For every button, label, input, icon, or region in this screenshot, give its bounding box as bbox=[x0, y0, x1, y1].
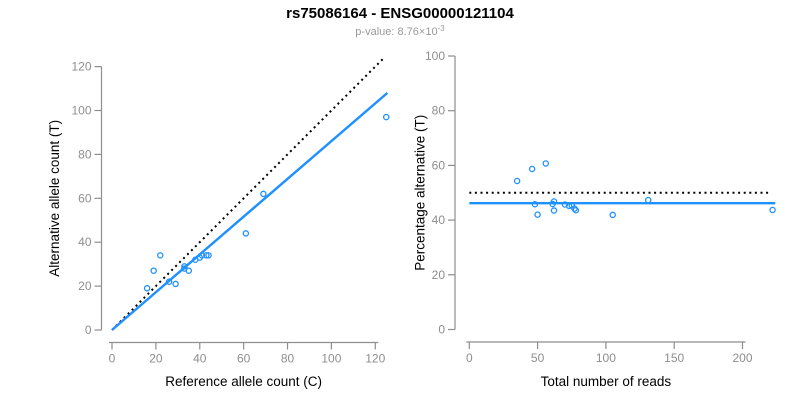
data-point bbox=[513, 177, 521, 185]
y-axis-title: Percentage alternative (T) bbox=[413, 115, 428, 271]
identity-line bbox=[111, 57, 385, 331]
data-point bbox=[769, 206, 776, 214]
x-tick-label: 80 bbox=[281, 352, 295, 366]
data-point bbox=[565, 202, 573, 210]
x-tick-label: 200 bbox=[732, 351, 752, 365]
data-point bbox=[165, 278, 173, 285]
y-tick-label: 40 bbox=[78, 235, 92, 249]
p-value-subtitle: p-value: 8.76×10-3 bbox=[0, 24, 800, 38]
x-tick-label: 120 bbox=[365, 352, 385, 366]
y-tick-label: 100 bbox=[71, 104, 91, 118]
y-tick-label: 100 bbox=[425, 49, 445, 63]
data-point bbox=[203, 252, 210, 259]
data-point bbox=[205, 252, 212, 259]
x-tick-label: 100 bbox=[596, 351, 616, 365]
data-point bbox=[172, 280, 179, 288]
x-tick-label: 50 bbox=[531, 351, 545, 365]
data-point bbox=[181, 263, 188, 270]
data-point bbox=[382, 113, 390, 121]
y-tick-label: 60 bbox=[78, 191, 92, 205]
x-tick-label: 60 bbox=[237, 352, 251, 366]
data-point bbox=[143, 285, 151, 292]
y-tick-label: 80 bbox=[78, 147, 92, 161]
y-tick-label: 0 bbox=[85, 323, 92, 337]
x-tick-label: 150 bbox=[664, 351, 684, 365]
data-point bbox=[185, 267, 193, 274]
data-point bbox=[528, 165, 536, 173]
x-tick-label: 0 bbox=[109, 352, 116, 366]
p-value-exponent: -3 bbox=[437, 24, 445, 33]
data-point bbox=[260, 190, 267, 198]
x-tick-label: 40 bbox=[193, 352, 207, 366]
data-point bbox=[150, 267, 157, 274]
data-point bbox=[198, 252, 206, 259]
data-point bbox=[534, 211, 541, 218]
data-point bbox=[561, 201, 569, 208]
fit-line bbox=[111, 92, 389, 331]
figure-title: rs75086164 - ENSG00000121104 bbox=[286, 5, 514, 22]
x-tick-label: 100 bbox=[321, 352, 341, 366]
data-point bbox=[531, 200, 539, 208]
y-tick-label: 20 bbox=[78, 279, 92, 293]
y-tick-label: 0 bbox=[438, 323, 445, 337]
data-point bbox=[644, 196, 652, 204]
data-point bbox=[609, 211, 616, 219]
data-point bbox=[550, 207, 558, 214]
x-axis-title: Reference allele count (C) bbox=[165, 374, 322, 389]
x-tick-label: 20 bbox=[149, 352, 163, 366]
data-point bbox=[157, 252, 164, 259]
data-point bbox=[242, 230, 250, 237]
y-axis-title: Alternative allele count (T) bbox=[47, 120, 62, 277]
data-point bbox=[550, 198, 558, 205]
y-tick-label: 60 bbox=[432, 158, 446, 172]
x-tick-label: 0 bbox=[466, 351, 473, 365]
data-point bbox=[572, 207, 580, 214]
y-tick-label: 120 bbox=[71, 60, 91, 74]
x-axis-title: Total number of reads bbox=[541, 374, 672, 389]
p-value-text: p-value: 8.76×10 bbox=[355, 26, 438, 38]
y-tick-label: 80 bbox=[432, 104, 446, 118]
y-tick-label: 20 bbox=[432, 268, 446, 282]
data-point bbox=[542, 160, 550, 167]
data-point bbox=[571, 205, 578, 212]
y-tick-label: 40 bbox=[432, 213, 446, 227]
